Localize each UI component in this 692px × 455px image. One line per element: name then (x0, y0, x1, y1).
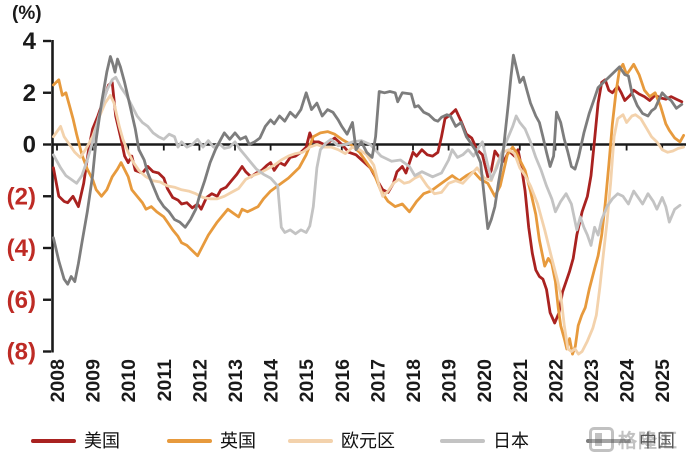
svg-text:2012: 2012 (189, 359, 211, 403)
svg-text:2014: 2014 (261, 359, 283, 403)
legend-line-japan (440, 438, 485, 444)
svg-text:2018: 2018 (403, 359, 425, 403)
svg-text:2021: 2021 (510, 359, 532, 403)
legend-label-us: 美国 (84, 431, 120, 451)
svg-text:(8): (8) (7, 339, 36, 366)
legend-item-china: 中国 (586, 428, 675, 454)
svg-text:2017: 2017 (367, 359, 389, 402)
svg-text:2015: 2015 (296, 359, 318, 403)
svg-text:2010: 2010 (118, 359, 140, 403)
legend-item-japan: 日本 (440, 428, 529, 454)
svg-text:2009: 2009 (83, 359, 105, 403)
svg-text:(4): (4) (7, 235, 36, 262)
legend-line-uk (167, 438, 212, 444)
legend-line-us (31, 438, 76, 444)
watermark-text: 格隆汇 (618, 431, 679, 452)
svg-text:2013: 2013 (225, 359, 247, 403)
legend-item-uk: 英国 (167, 428, 256, 454)
legend-item-us: 美国 (31, 428, 120, 454)
svg-text:2023: 2023 (581, 359, 603, 403)
svg-text:4: 4 (23, 28, 37, 55)
svg-text:2: 2 (23, 80, 36, 107)
legend: 美国 英国 欧元区 日本 中国 (0, 428, 692, 454)
svg-text:2022: 2022 (545, 359, 567, 403)
legend-line-china (586, 438, 631, 444)
legend-item-eurozone: 欧元区 (288, 428, 395, 454)
legend-label-japan: 日本 (493, 431, 529, 451)
svg-text:2020: 2020 (474, 359, 496, 403)
gelonghui-watermark: 格隆汇 (589, 425, 691, 454)
svg-text:2016: 2016 (332, 359, 354, 403)
svg-text:2025: 2025 (652, 359, 674, 403)
y-axis-unit-label: (%) (12, 3, 42, 24)
svg-text:2024: 2024 (617, 359, 639, 403)
legend-label-uk: 英国 (220, 431, 256, 451)
legend-label-china: 中国 (639, 432, 675, 450)
svg-text:2019: 2019 (439, 359, 461, 403)
legend-label-eurozone: 欧元区 (341, 431, 395, 451)
svg-text:2011: 2011 (154, 359, 176, 401)
legend-line-eurozone (288, 438, 333, 444)
svg-text:(6): (6) (7, 287, 36, 314)
gelonghui-logo-icon (589, 427, 614, 452)
svg-text:0: 0 (23, 132, 36, 159)
svg-text:2008: 2008 (47, 359, 69, 403)
svg-text:(2): (2) (7, 183, 36, 210)
